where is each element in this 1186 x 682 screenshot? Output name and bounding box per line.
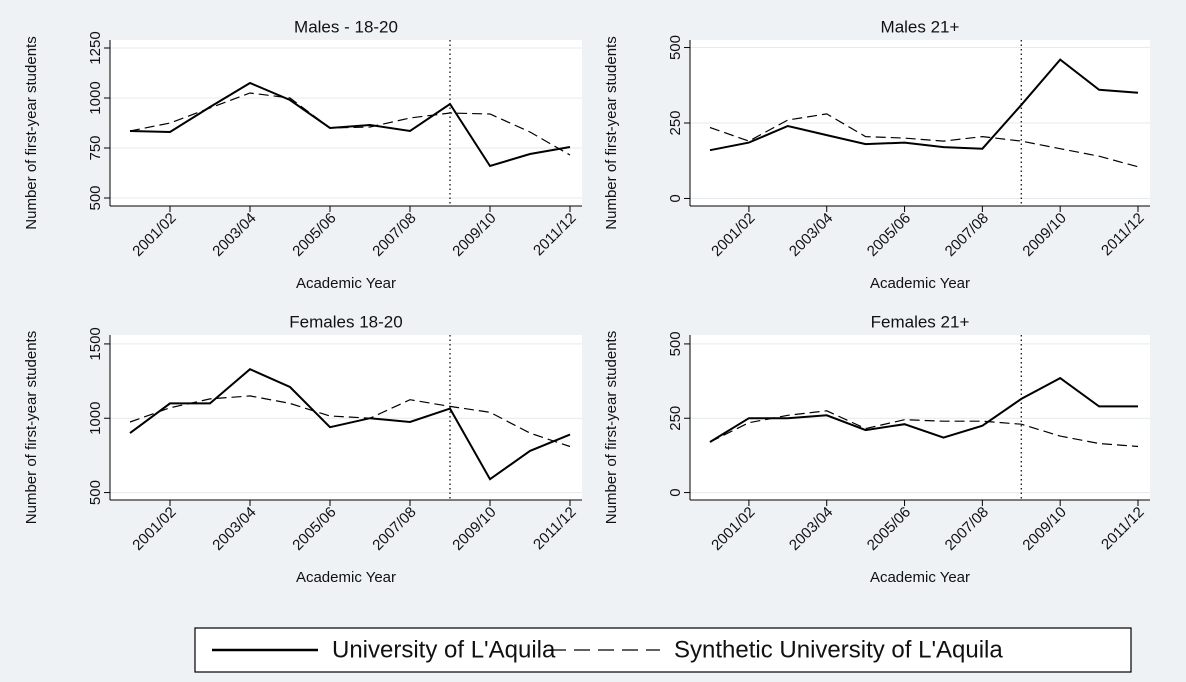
y-tick-label: 500 (87, 480, 104, 505)
legend-label: University of L'Aquila (332, 636, 556, 663)
plot-area (110, 40, 582, 206)
series-line (709, 376, 1138, 443)
series-line (129, 92, 571, 156)
y-tick-label: 0 (667, 488, 684, 496)
chart-title: Females 18-20 (289, 312, 402, 331)
series-line (129, 395, 571, 448)
y-axis-label: Number of first-year students (603, 36, 620, 229)
y-axis-label: Number of first-year students (23, 36, 40, 229)
y-axis-label: Number of first-year students (603, 331, 620, 524)
y-tick-label: 250 (667, 110, 684, 135)
y-tick-label: 500 (667, 331, 684, 356)
y-axis-label: Number of first-year students (23, 331, 40, 524)
legend-box (194, 627, 1132, 673)
series-line (709, 410, 1139, 448)
x-axis-label: Academic Year (296, 275, 396, 292)
y-tick-label: 1000 (87, 81, 104, 114)
y-tick-label: 750 (87, 135, 104, 160)
plot-area (110, 335, 582, 500)
chart-title: Females 21+ (871, 312, 970, 331)
chart-title: Males - 18-20 (294, 17, 398, 36)
y-tick-label: 0 (667, 194, 684, 202)
series-line (129, 81, 571, 168)
y-tick-label: 500 (667, 35, 684, 60)
x-axis-label: Academic Year (870, 275, 970, 292)
y-tick-label: 500 (87, 185, 104, 210)
y-tick-label: 1250 (87, 31, 104, 64)
y-tick-label: 1500 (87, 327, 104, 360)
x-axis-label: Academic Year (296, 569, 396, 586)
series-line (709, 58, 1139, 152)
chart-title: Males 21+ (881, 17, 960, 36)
legend-label: Synthetic University of L'Aquila (674, 636, 1003, 663)
series-line (129, 368, 571, 481)
x-axis-label: Academic Year (870, 569, 970, 586)
y-tick-label: 250 (667, 406, 684, 431)
y-tick-label: 1000 (87, 402, 104, 435)
series-line (709, 113, 1139, 168)
